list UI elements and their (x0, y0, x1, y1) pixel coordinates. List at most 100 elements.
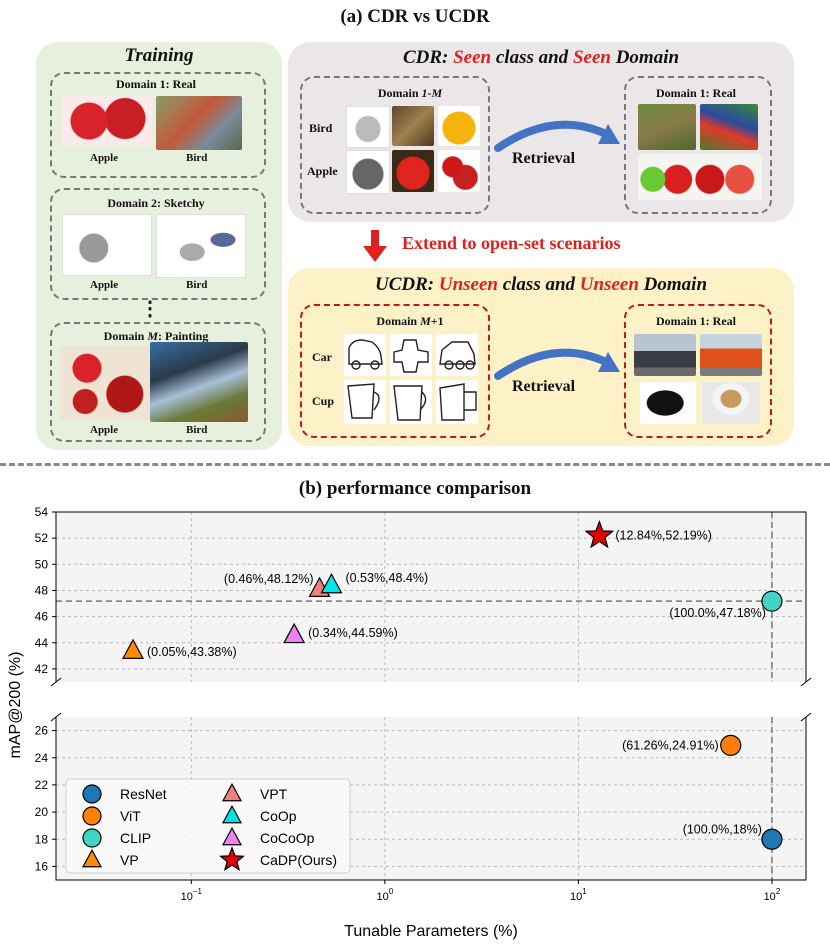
xtick-label: 100 (376, 887, 393, 903)
cdr-painted-bird (392, 106, 434, 146)
real-car-2 (700, 334, 762, 376)
ucdr-sketch-grid (344, 334, 478, 424)
ytick-label: 48 (35, 583, 49, 597)
ytick-label: 44 (35, 636, 49, 650)
bird-caption: Bird (186, 152, 208, 164)
ytick-label: 50 (35, 557, 49, 571)
cdr-gallery-label: Domain 1: Real (656, 86, 736, 100)
cdr-art-apple (392, 150, 434, 192)
point-label-vp: (0.05%,43.38%) (147, 645, 237, 659)
axis-break-marks (50, 677, 812, 722)
extend-arrow (363, 230, 387, 262)
x-axis-label: Tunable Parameters (%) (344, 923, 518, 940)
cdr-sketch-apple (346, 150, 390, 194)
lower-axes: (100.0%,18%) (61.26%,24.91%) 16 18 20 22 24 26… (35, 717, 807, 903)
point-vp (122, 638, 145, 659)
point-label-vpt: (0.46%,48.12%) (224, 572, 314, 586)
ucdr-heading: UCDR: Unseen class and Unseen Domain (374, 274, 708, 295)
point-label-vit: (61.26%,24.91%) (622, 738, 719, 752)
cdr-row-bird: Bird (309, 121, 333, 135)
cdr-heading: CDR: Seen class and Seen Domain (402, 47, 680, 68)
apple-image (62, 96, 152, 146)
cdr-retrieval-arrow (494, 120, 620, 152)
ytick-label: 18 (35, 832, 49, 846)
cdr-sketch-bird (346, 106, 390, 148)
point-label-coop: (0.53%,48.4%) (345, 571, 428, 585)
point-vit (720, 734, 742, 756)
bird-caption-sketchy: Bird (186, 279, 208, 291)
domain-real-label: Domain 1: Real (116, 77, 196, 91)
domain-sketchy-label: Domain 2: Sketchy (107, 196, 205, 210)
cdr-query-label: Domain 1-M (377, 86, 443, 100)
point-cadp-ours (584, 519, 615, 549)
ucdr-retrieval-arrow (494, 348, 620, 380)
ucdr-row-cup: Cup (312, 394, 335, 408)
point-clip (761, 590, 783, 612)
legend-label-vp: VP (120, 852, 139, 868)
real-car-1 (634, 334, 696, 376)
apple-caption-sketchy: Apple (90, 279, 119, 291)
legend-marker-coop (221, 804, 243, 824)
domain-sketchy-box (50, 188, 266, 300)
painting-apple-image (60, 346, 150, 420)
real-bird-2 (700, 104, 758, 150)
bird-image (156, 96, 242, 150)
ytick-label: 22 (35, 778, 49, 792)
extend-label: Extend to open-set scenarios (402, 233, 621, 253)
section-separator (0, 463, 830, 466)
cdr-painted-apple (438, 106, 480, 146)
xtick-label: 101 (570, 887, 587, 903)
point-label-resnet: (100.0%,18%) (683, 822, 762, 836)
ytick-label: 24 (35, 751, 49, 765)
ucdr-gallery-box (624, 304, 772, 438)
domain-real-box (50, 72, 266, 178)
title-a: (a) CDR vs UCDR (340, 6, 490, 27)
legend-marker-resnet (82, 784, 102, 804)
legend-label-resnet: ResNet (120, 786, 167, 802)
ucdr-query-box (300, 304, 490, 438)
performance-chart: (100.0%,47.18%) (0.05%,43.38%) (0.46%,48.1… (7, 505, 812, 940)
painting-bird-image (150, 342, 248, 422)
ucdr-gallery-label: Domain 1: Real (656, 314, 736, 328)
xtick-label: 10−1 (181, 887, 203, 903)
sketch-apple-image (62, 214, 152, 276)
y-axis-label: mAP@200 (%) (7, 652, 24, 759)
ucdr-retrieval-label: Retrieval (512, 378, 576, 395)
legend-marker-vpt (221, 782, 243, 802)
cdr-row-apple: Apple (307, 164, 338, 178)
point-resnet (761, 828, 783, 850)
upper-plot-area (56, 512, 806, 682)
legend-label-cadp-ours: CaDP(Ours) (260, 852, 337, 868)
sketch-bird-image (156, 214, 246, 278)
legend-label-vpt: VPT (260, 786, 288, 802)
point-label-clip: (100.0%,47.18%) (669, 606, 766, 620)
ytick-label: 42 (35, 662, 49, 676)
ytick-label: 54 (35, 505, 49, 519)
legend-marker-vp (81, 848, 103, 868)
point-coop (320, 572, 343, 594)
upper-axes-frame (55, 511, 807, 682)
real-cup-white (702, 382, 760, 424)
point-label-cocoop: (0.34%,44.59%) (308, 626, 398, 640)
legend-marker-cocoop (221, 826, 243, 846)
legend-marker-vit (82, 806, 102, 826)
ucdr-query-label: Domain M+1 (376, 314, 444, 328)
title-b: (b) performance comparison (298, 478, 532, 499)
cdr-retrieval-label: Retrieval (512, 150, 576, 167)
real-cup-black (640, 382, 696, 424)
ytick-label: 52 (35, 531, 49, 545)
ytick-label: 16 (35, 859, 49, 873)
lower-axes-frame (55, 717, 807, 881)
real-bird-1 (638, 104, 696, 150)
cdr-query-box (300, 76, 490, 214)
domain-painting-box (50, 322, 266, 442)
ytick-label: 26 (35, 724, 49, 738)
real-apples (638, 154, 762, 200)
upper-axes: (100.0%,47.18%) (0.05%,43.38%) (0.46%,48.1… (35, 505, 807, 682)
ytick-label: 46 (35, 610, 49, 624)
legend-box (65, 778, 351, 874)
legend-label-vit: ViT (120, 808, 141, 824)
point-label-cadp-ours: (12.84%,52.19%) (615, 529, 712, 543)
legend-marker-clip (82, 828, 102, 848)
apple-caption-painting: Apple (90, 424, 119, 436)
